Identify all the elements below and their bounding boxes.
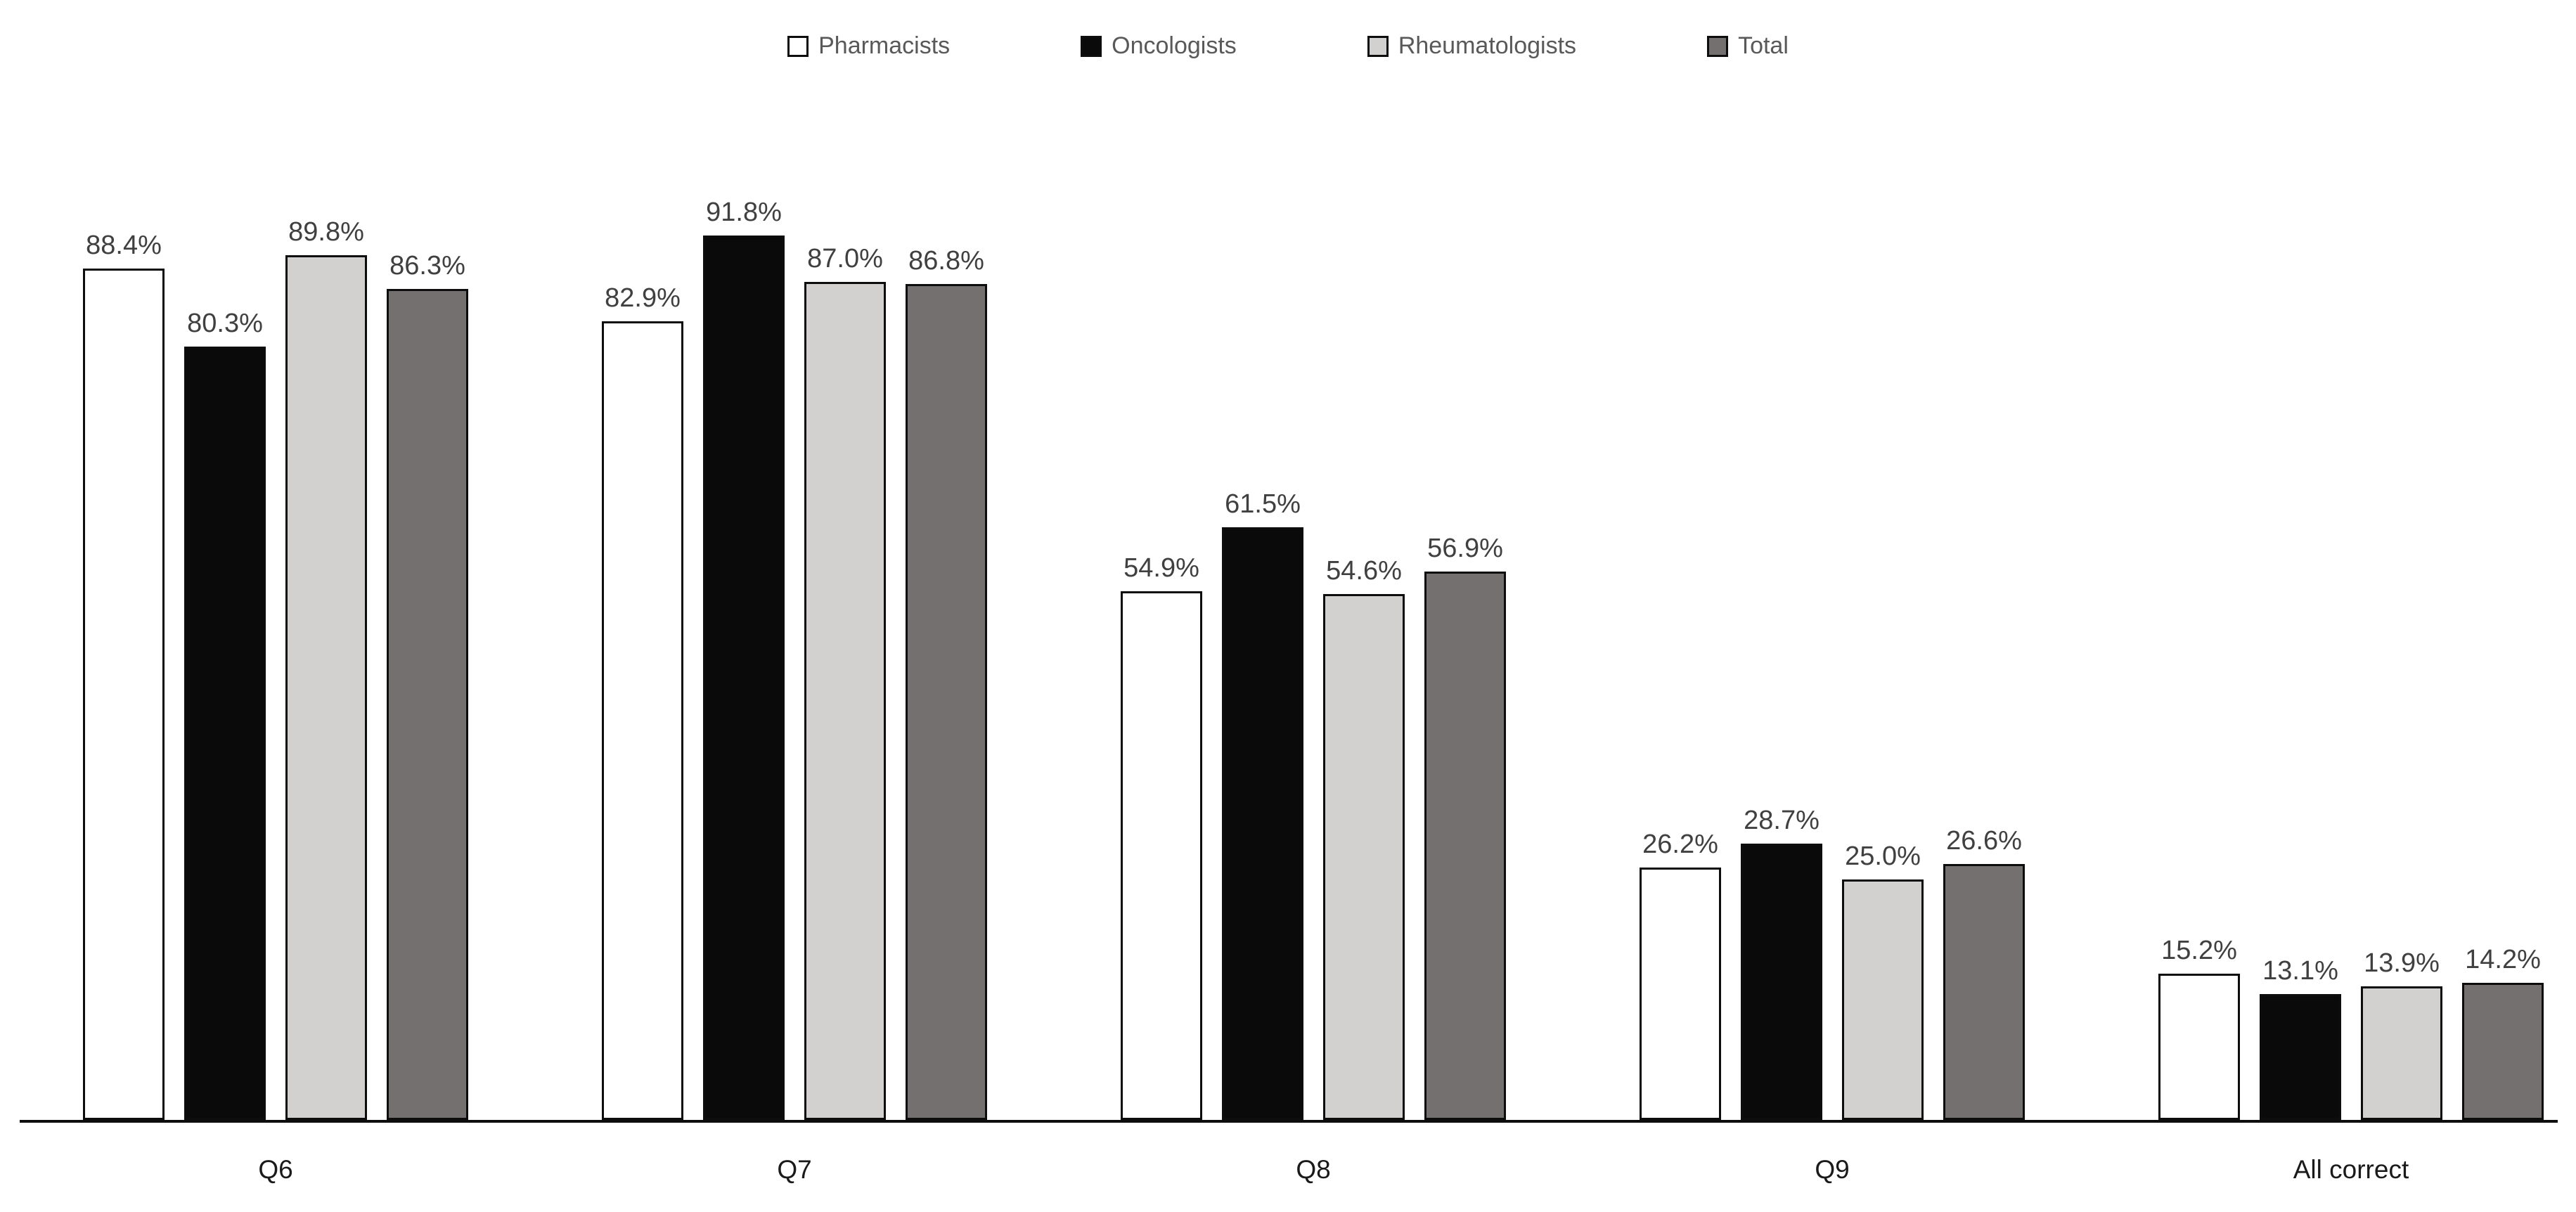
category-group-q9: 26.2% 28.7% 25.0% 26.6% Q9 (1640, 157, 2025, 1182)
barwrap-q8-pharmacists: 54.9% (1121, 157, 1202, 1120)
value-label-q6-pharmacists: 88.4% (86, 230, 162, 260)
value-label-all-correct-total: 14.2% (2465, 945, 2541, 975)
value-label-q9-oncologists: 28.7% (1744, 805, 1820, 835)
barwrap-q7-oncologists: 91.8% (703, 157, 785, 1120)
bar-all-correct-pharmacists (2158, 973, 2240, 1120)
bar-q8-total (1424, 572, 1506, 1120)
value-label-q8-pharmacists: 54.9% (1123, 553, 1199, 583)
bar-q9-rheumatologists (1842, 879, 1924, 1120)
legend-item-total: Total (1707, 32, 1789, 60)
value-label-q6-total: 86.3% (389, 250, 465, 281)
bar-all-correct-rheumatologists (2361, 986, 2442, 1120)
bar-all-correct-oncologists (2260, 993, 2341, 1120)
bar-q9-total (1943, 863, 2025, 1120)
value-label-q9-total: 26.6% (1946, 825, 2022, 856)
value-label-all-correct-rheumatologists: 13.9% (2364, 948, 2440, 978)
value-label-all-correct-pharmacists: 15.2% (2161, 935, 2237, 965)
legend-label-total: Total (1738, 32, 1789, 59)
bar-q7-oncologists (703, 236, 785, 1120)
value-label-q6-rheumatologists: 89.8% (288, 217, 364, 247)
category-label-q9: Q9 (1815, 1155, 1850, 1184)
barwrap-q9-pharmacists: 26.2% (1640, 157, 1721, 1120)
legend-swatch-oncologists (1081, 35, 1102, 57)
barwrap-q8-total: 56.9% (1424, 157, 1506, 1120)
value-label-q8-oncologists: 61.5% (1225, 489, 1301, 520)
bar-q6-oncologists (184, 346, 266, 1120)
bar-all-correct-total (2462, 983, 2544, 1120)
barwrap-q6-total: 86.3% (387, 157, 468, 1120)
category-group-q8: 54.9% 61.5% 54.6% 56.9% Q8 (1121, 157, 1506, 1182)
value-label-q7-oncologists: 91.8% (706, 198, 782, 228)
category-label-q7: Q7 (777, 1155, 812, 1184)
barwrap-all-correct-oncologists: 13.1% (2260, 157, 2341, 1120)
legend-swatch-pharmacists (787, 35, 809, 57)
legend-item-oncologists: Oncologists (1081, 32, 1237, 60)
category-group-q7: 82.9% 91.8% 87.0% 86.8% Q7 (602, 157, 987, 1182)
bar-q8-oncologists (1222, 527, 1303, 1120)
barwrap-q7-total: 86.8% (906, 157, 987, 1120)
legend-item-pharmacists: Pharmacists (787, 32, 950, 60)
value-label-q9-rheumatologists: 25.0% (1845, 841, 1921, 871)
barwrap-q8-oncologists: 61.5% (1222, 157, 1303, 1120)
bar-q6-rheumatologists (285, 254, 367, 1120)
value-label-q9-pharmacists: 26.2% (1642, 830, 1718, 860)
legend-swatch-rheumatologists (1367, 35, 1389, 57)
chart-legend: Pharmacists Oncologists Rheumatologists Tot… (0, 32, 2576, 60)
bar-q7-pharmacists (602, 321, 683, 1120)
barwrap-q6-oncologists: 80.3% (184, 157, 266, 1120)
value-label-q7-total: 86.8% (908, 245, 984, 276)
barwrap-all-correct-total: 14.2% (2462, 157, 2544, 1120)
value-label-q7-pharmacists: 82.9% (605, 283, 681, 314)
barwrap-q7-pharmacists: 82.9% (602, 157, 683, 1120)
value-label-q8-total: 56.9% (1427, 534, 1503, 564)
barwrap-q9-total: 26.6% (1943, 157, 2025, 1120)
plot-area: 88.4% 80.3% 89.8% 86.3% Q6 82.9% 91.8% 87.0% 86.… (20, 157, 2558, 1182)
value-label-all-correct-oncologists: 13.1% (2262, 955, 2338, 986)
value-label-q8-rheumatologists: 54.6% (1326, 555, 1402, 586)
barwrap-all-correct-pharmacists: 15.2% (2158, 157, 2240, 1120)
category-label-all-correct: All correct (2293, 1155, 2409, 1184)
barwrap-q8-rheumatologists: 54.6% (1323, 157, 1405, 1120)
bar-q7-rheumatologists (804, 282, 886, 1120)
category-group-q6: 88.4% 80.3% 89.8% 86.3% Q6 (83, 157, 468, 1182)
bar-q8-pharmacists (1121, 591, 1202, 1120)
barwrap-q7-rheumatologists: 87.0% (804, 157, 886, 1120)
bar-q9-oncologists (1741, 843, 1822, 1120)
bar-q6-total (387, 288, 468, 1120)
legend-label-oncologists: Oncologists (1112, 32, 1237, 59)
category-label-q8: Q8 (1296, 1155, 1331, 1184)
barwrap-q6-rheumatologists: 89.8% (285, 157, 367, 1120)
barwrap-all-correct-rheumatologists: 13.9% (2361, 157, 2442, 1120)
legend-swatch-total (1707, 35, 1729, 57)
bar-q8-rheumatologists (1323, 593, 1405, 1120)
category-label-q6: Q6 (258, 1155, 293, 1184)
bar-q6-pharmacists (83, 268, 165, 1120)
barwrap-q9-oncologists: 28.7% (1741, 157, 1822, 1120)
barwrap-q6-pharmacists: 88.4% (83, 157, 165, 1120)
category-group-all-correct: 15.2% 13.1% 13.9% 14.2% All correct (2158, 157, 2544, 1182)
value-label-q7-rheumatologists: 87.0% (807, 244, 883, 274)
legend-item-rheumatologists: Rheumatologists (1367, 32, 1576, 60)
barwrap-q9-rheumatologists: 25.0% (1842, 157, 1924, 1120)
bar-q7-total (906, 283, 987, 1120)
legend-label-rheumatologists: Rheumatologists (1398, 32, 1577, 59)
bar-q9-pharmacists (1640, 868, 1721, 1120)
legend-label-pharmacists: Pharmacists (818, 32, 951, 59)
value-label-q6-oncologists: 80.3% (187, 308, 263, 338)
